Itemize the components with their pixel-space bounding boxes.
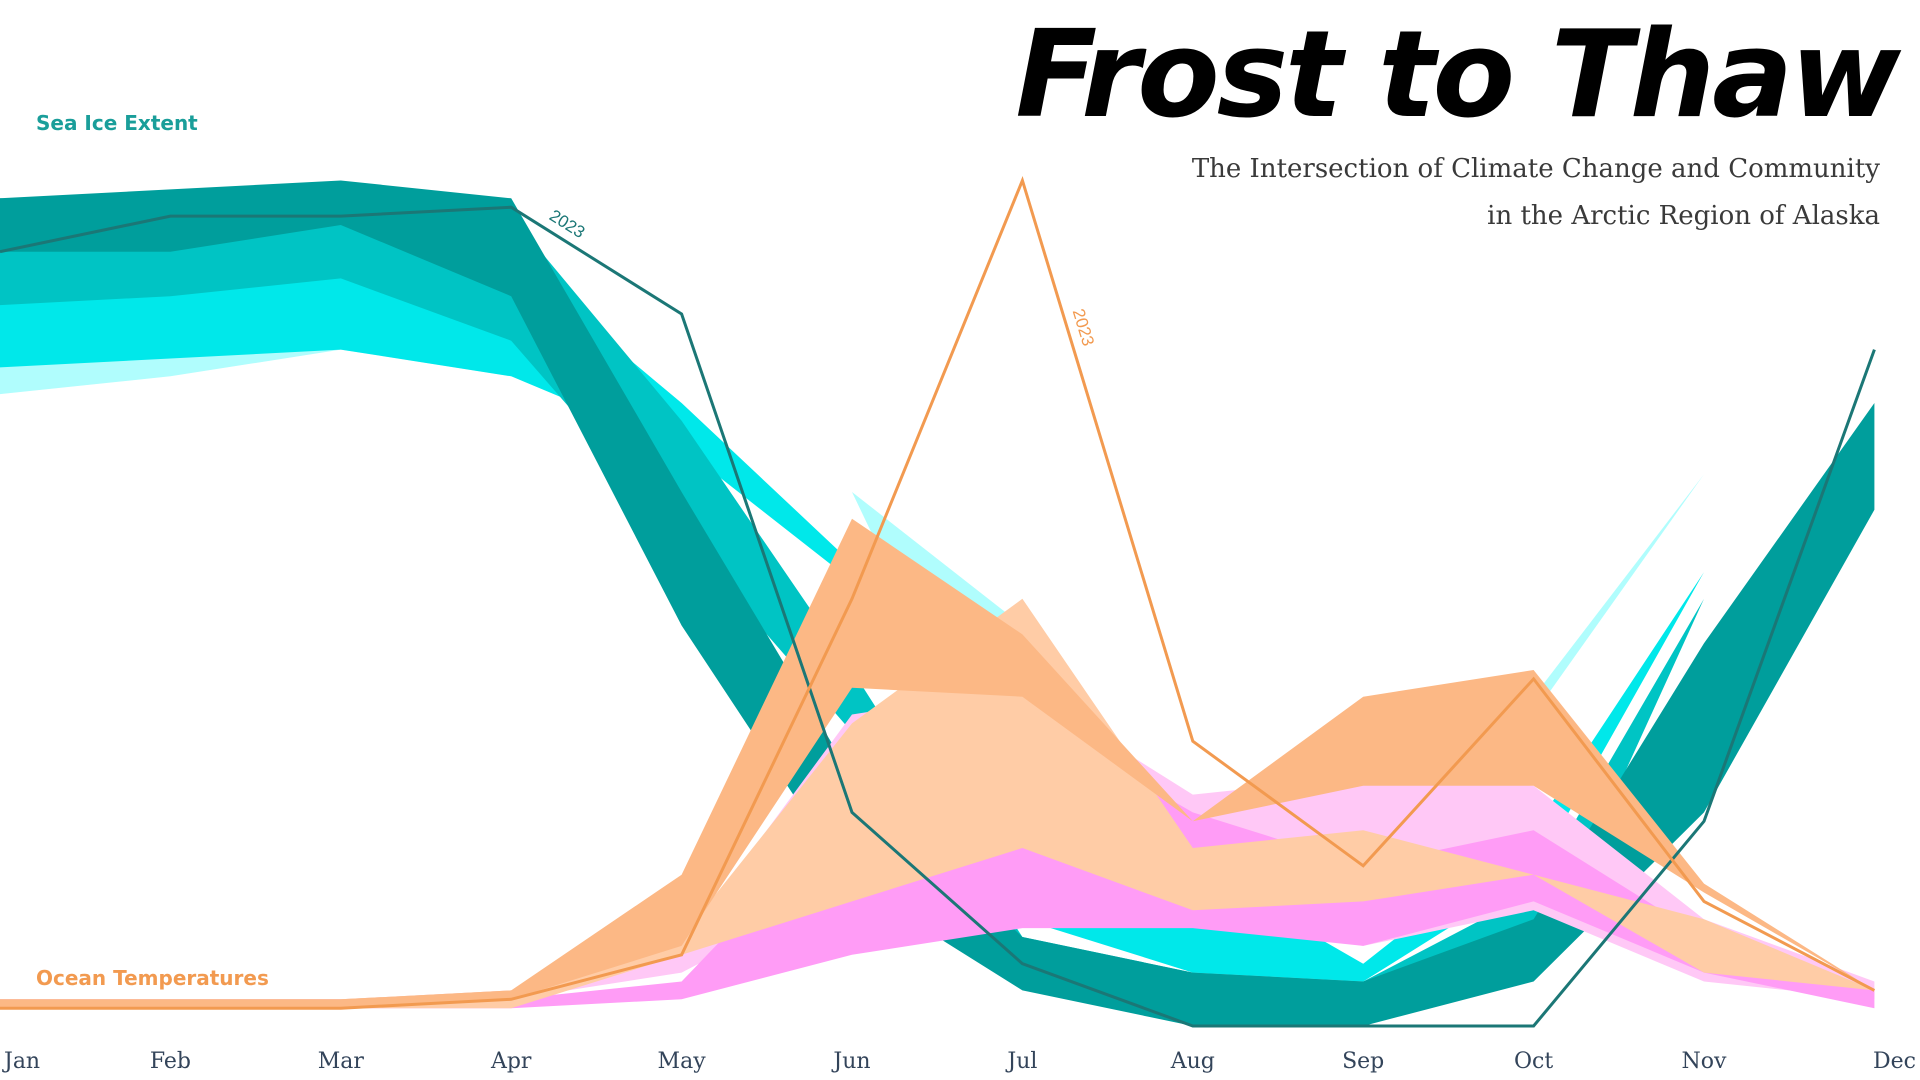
sea-ice-2023-label: 2023 [546,206,588,242]
sea-ice-band-2 [0,260,1875,982]
ocean-temp-band-4 [0,518,1875,1009]
x-tick-nov: Nov [1682,1049,1727,1074]
sea-ice-extent-label: Sea Ice Extent [36,111,198,135]
x-axis: Jan Feb Mar Apr May Jun Jul Aug Sep Oct Nov Dec [2,1049,1916,1074]
ocean-temperatures-label: Ocean Temperatures [36,966,269,990]
x-tick-aug: Aug [1170,1049,1215,1074]
chart-title: Frost to Thaw [1015,6,1901,145]
x-tick-apr: Apr [490,1049,532,1074]
ocean-temp-2023-line [0,176,1876,1010]
x-tick-oct: Oct [1514,1049,1553,1074]
x-tick-feb: Feb [150,1049,191,1074]
ocean-temperature-bands [0,518,1875,1009]
x-tick-sep: Sep [1342,1049,1384,1074]
x-tick-jun: Jun [831,1049,870,1074]
x-tick-may: May [658,1049,707,1074]
x-tick-jul: Jul [1005,1049,1037,1074]
x-tick-mar: Mar [318,1049,365,1074]
subtitle-line-2: in the Arctic Region of Alaska [1487,201,1880,231]
subtitle-line-1: The Intersection of Climate Change and C… [1191,154,1880,184]
chart-subtitle: The Intersection of Climate Change and C… [980,146,1880,240]
sea-ice-2023-line [0,205,1876,1028]
ocean-temp-band-3 [0,598,1875,1009]
x-tick-dec: Dec [1873,1049,1916,1074]
x-tick-jan: Jan [2,1049,40,1074]
